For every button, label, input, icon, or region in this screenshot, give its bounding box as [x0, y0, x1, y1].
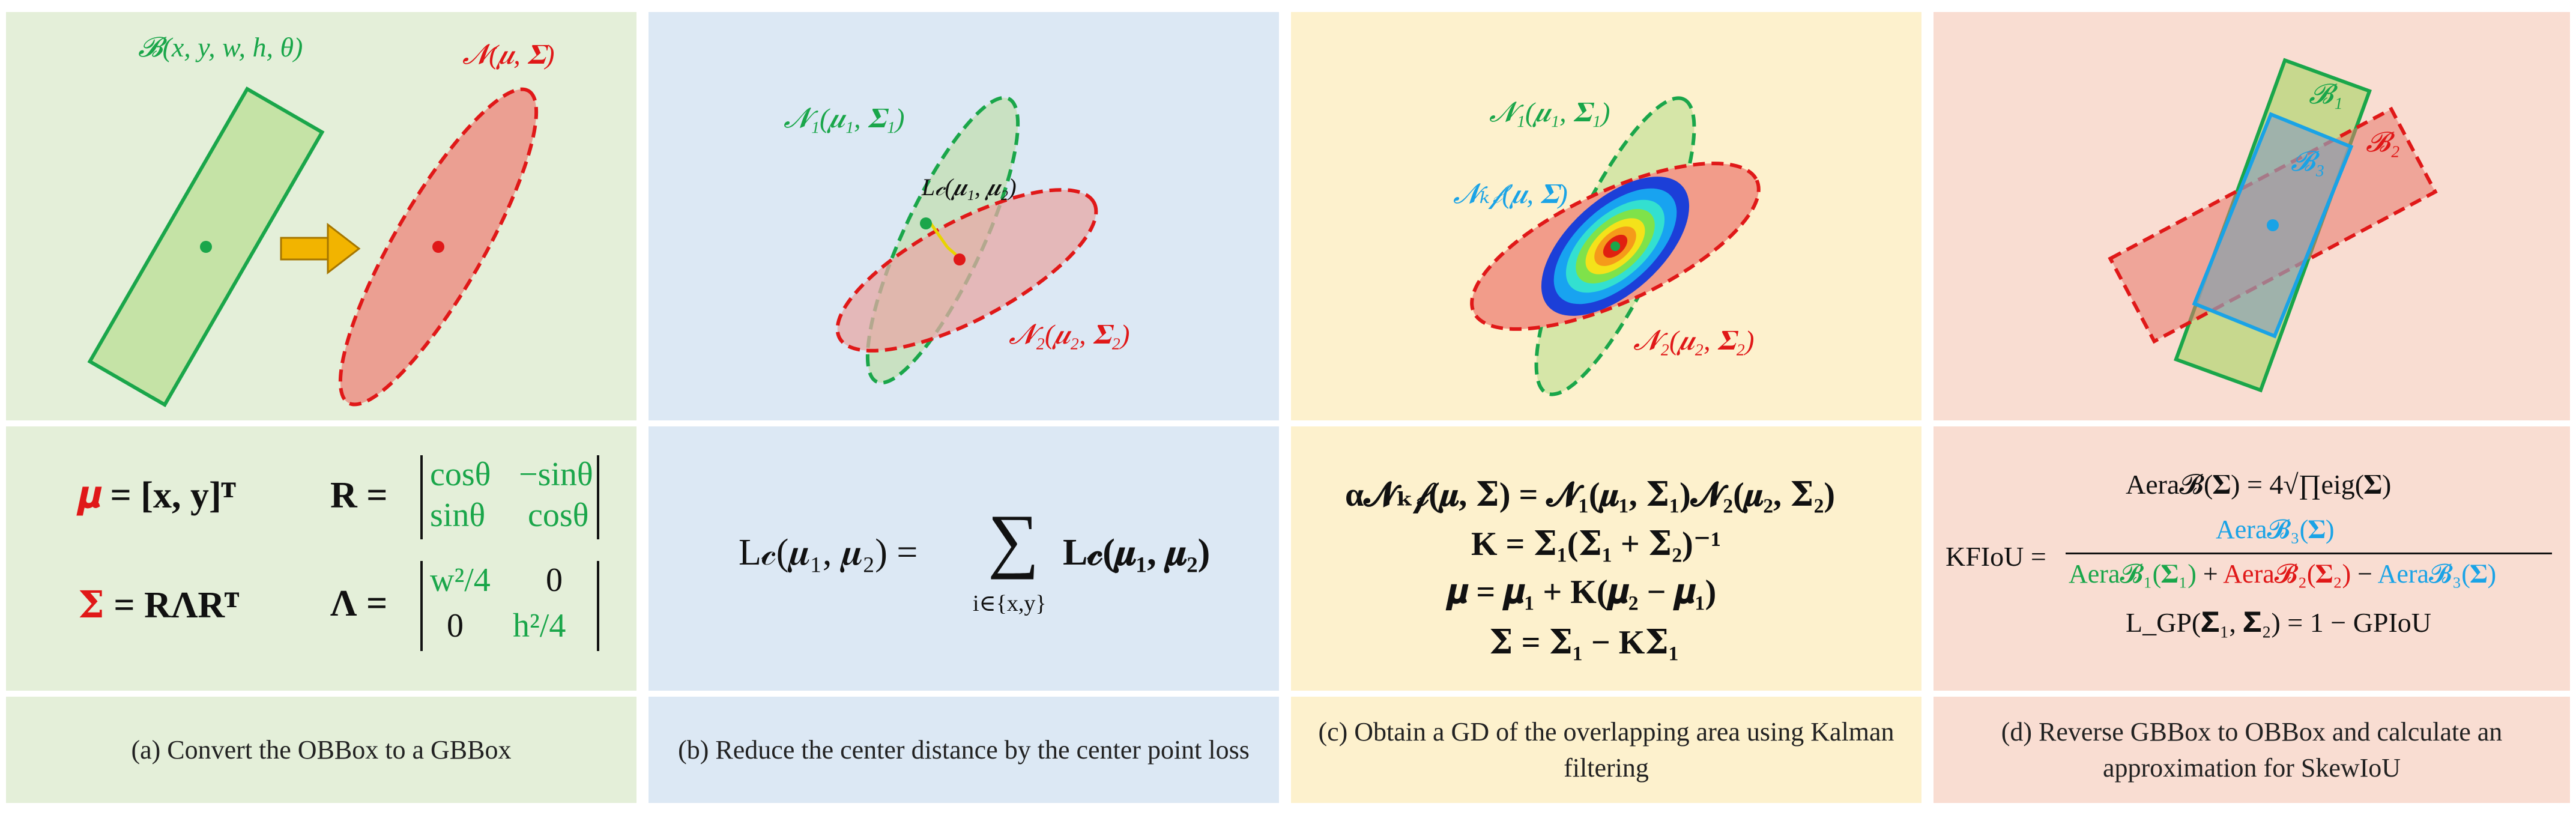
panel-c: 𝓝₁(𝝁₁, 𝚺₁) 𝓝ₖ𝒻(𝝁, 𝚺) 𝓝₂(𝝁₂, 𝚺₂) α𝓝ₖ𝒻(𝝁, … — [1291, 12, 1921, 803]
label-n2: 𝓝₂(𝝁₂, 𝚺₂) — [1633, 325, 1755, 356]
label-gaussian: 𝓝(𝝁, 𝚺) — [462, 39, 555, 70]
panel-c-figure: 𝓝₁(𝝁₁, 𝚺₁) 𝓝ₖ𝒻(𝝁, 𝚺) 𝓝₂(𝝁₂, 𝚺₂) — [1291, 12, 1921, 420]
convert-arrow-icon — [280, 222, 361, 275]
eq-R-matrix: cosθ −sinθ sinθ cosθ — [420, 455, 599, 539]
eq-sum-sub: i∈{x,y} — [973, 591, 1047, 616]
eq-Lambda-matrix: w²/4 0 0 h²/4 — [420, 561, 599, 651]
center-distance-line-2 — [946, 246, 957, 256]
label-nkf: 𝓝ₖ𝒻(𝝁, 𝚺) — [1453, 178, 1568, 209]
label-n1: 𝓝₁(𝝁₁, 𝚺₁) — [1489, 97, 1610, 127]
label-obb: 𝓑(x, y, w, h, θ) — [138, 32, 303, 62]
L-m11: w²/4 — [430, 562, 491, 599]
eq-area: Aera𝓑(𝚺) = 4√∏eig(𝚺) — [2126, 469, 2392, 500]
R-m11: cosθ — [430, 456, 491, 493]
L-m21: 0 — [447, 607, 464, 644]
panel-d-equations: Aera𝓑(𝚺) = 4√∏eig(𝚺) KFIoU = Aera𝓑₃(𝚺) A… — [1934, 426, 2570, 691]
panel-b: 𝓝₁(𝝁₁, 𝚺₁) L𝒸(𝝁₁, 𝝁₂) 𝓝₂(𝝁₂, 𝚺₂) L𝒸(𝝁₁, … — [649, 12, 1279, 803]
eq-R-lhs: R = — [330, 475, 388, 516]
L-m12: 0 — [546, 562, 563, 599]
center-n2-dot — [954, 253, 966, 265]
center-n1-dot — [920, 217, 932, 229]
L-m22: h²/4 — [513, 607, 566, 644]
panel-b-figure: 𝓝₁(𝝁₁, 𝚺₁) L𝒸(𝝁₁, 𝝁₂) 𝓝₂(𝝁₂, 𝚺₂) — [649, 12, 1279, 420]
label-n1: 𝓝₁(𝝁₁, 𝚺₁) — [784, 103, 905, 133]
kalman-center-dot — [1610, 241, 1620, 251]
eq-kfiou-fraction-bar — [2066, 553, 2552, 554]
panel-b-equations: L𝒸(𝝁₁, 𝝁₂) = ∑ i∈{x,y} L𝒸(𝝁₁, 𝝁₂) — [649, 426, 1279, 691]
eq-kfiou-lhs: KFIoU = — [1946, 541, 2046, 572]
caption-a: (a) Convert the OBBox to a GBBox — [6, 697, 636, 803]
panel-a-equations: 𝝁 = [x, y]ᵀ R = cosθ −sinθ sinθ cosθ 𝚺 =… — [6, 426, 636, 691]
eq-Lambda-lhs: Λ = — [330, 583, 388, 624]
eq-kalman-4: 𝚺 = 𝚺₁ − K𝚺₁ — [1489, 624, 1679, 661]
panel-c-equations: α𝓝ₖ𝒻(𝝁, 𝚺) = 𝓝₁(𝝁₁, 𝚺₁)𝓝₂(𝝁₂, 𝚺₂) K = 𝚺₁… — [1291, 426, 1921, 691]
gaussian-center-dot — [432, 241, 444, 253]
panel-a-figure: 𝓑(x, y, w, h, θ) 𝓝(𝝁, 𝚺) — [6, 12, 636, 420]
b3-center-dot — [2267, 219, 2279, 231]
obb-center-dot — [200, 241, 212, 253]
label-lc: L𝒸(𝝁₁, 𝝁₂) — [922, 174, 1017, 201]
panel-a-svg — [87, 86, 539, 407]
eq-kfiou-den: Aera𝓑₁(𝚺₁) + Aera𝓑₂(𝚺₂) − Aera𝓑₃(𝚺) — [2069, 559, 2497, 589]
caption-b: (b) Reduce the center distance by the ce… — [649, 697, 1279, 803]
label-b2: 𝓑₂ — [2366, 127, 2400, 157]
R-m12: −sinθ — [519, 456, 593, 493]
R-m22: cosθ — [528, 497, 589, 534]
caption-c: (c) Obtain a GD of the overlapping area … — [1291, 697, 1921, 803]
panel-c-svg — [1470, 96, 1761, 396]
eq-lgp: L_GP(𝚺₁, 𝚺₂) = 1 − GPIoU — [2126, 607, 2432, 638]
eq-sum: ∑ — [988, 500, 1039, 580]
eq-sigma: 𝚺 = RΛRᵀ — [78, 585, 240, 626]
panel-d: 𝓑₁ 𝓑₂ 𝓑₃ Aera𝓑(𝚺) = 4√∏eig(𝚺) KFIoU = Ae… — [1934, 12, 2570, 803]
eq-kalman-1: α𝓝ₖ𝒻(𝝁, 𝚺) = 𝓝₁(𝝁₁, 𝚺₁)𝓝₂(𝝁₂, 𝚺₂) — [1345, 476, 1836, 514]
eq-kfiou-num: Aera𝓑₃(𝚺) — [2216, 515, 2335, 544]
eq-mu: 𝝁 = [x, y]ᵀ — [78, 475, 236, 516]
panel-d-figure: 𝓑₁ 𝓑₂ 𝓑₃ — [1934, 12, 2570, 420]
eq-lc-lhs: L𝒸(𝝁₁, 𝝁₂) = — [739, 532, 918, 573]
center-distance-line — [929, 222, 949, 249]
R-m21: sinθ — [430, 497, 486, 534]
label-b3: 𝓑₃ — [2291, 146, 2325, 177]
panel-b-svg — [835, 95, 1098, 385]
gaussian-n2 — [835, 188, 1098, 353]
eq-kalman-3: 𝝁 = 𝝁₁ + K(𝝁₂ − 𝝁₁) — [1447, 574, 1717, 611]
label-b1: 𝓑₁ — [2309, 79, 2343, 109]
label-n2: 𝓝₂(𝝁₂, 𝚺₂) — [1009, 319, 1130, 350]
eq-kalman-2: K = 𝚺₁(𝚺₁ + 𝚺₂)⁻¹ — [1471, 526, 1722, 563]
panel-a: 𝓑(x, y, w, h, θ) 𝓝(𝝁, 𝚺) 𝝁 = [x, y]ᵀ R =… — [6, 12, 636, 803]
panel-d-svg — [2108, 58, 2438, 393]
caption-d: (d) Reverse GBBox to OBBox and calculate… — [1934, 697, 2570, 803]
eq-lc-rhs: L𝒸(𝝁₁, 𝝁₂) — [1063, 532, 1211, 573]
